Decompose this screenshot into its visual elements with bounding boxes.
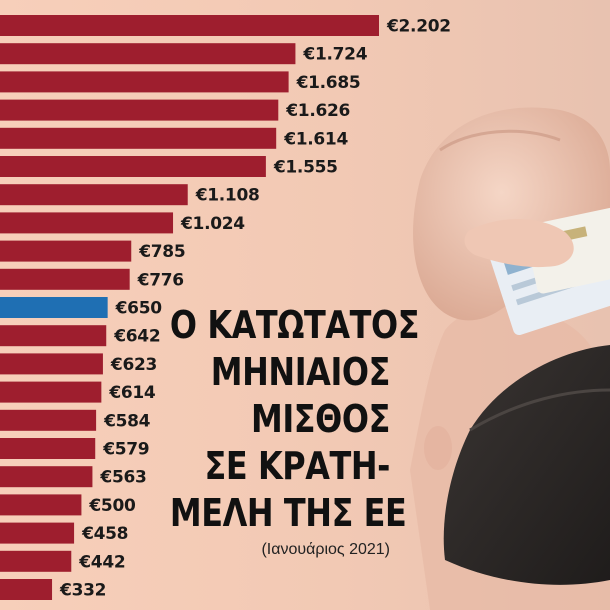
chart-title-line-2: ΜΗΝΙΑΙΟΣ bbox=[210, 350, 391, 394]
bar bbox=[0, 325, 107, 347]
bar-value-label: €458 bbox=[81, 524, 128, 544]
bar-value-label: €785 bbox=[138, 242, 185, 262]
bar-value-label: €642 bbox=[113, 327, 160, 347]
bar bbox=[0, 466, 93, 488]
bar bbox=[0, 409, 97, 431]
bar-value-label: €1.724 bbox=[302, 45, 367, 65]
bar-value-label: €332 bbox=[59, 581, 106, 601]
bar-value-label: €1.685 bbox=[296, 73, 361, 93]
bar-value-label: €1.626 bbox=[285, 101, 350, 121]
bar-value-label: €650 bbox=[115, 299, 163, 319]
chart-title-line-5: ΜΕΛΗ ΤΗΣ ΕΕ bbox=[169, 491, 407, 535]
bar bbox=[0, 522, 75, 544]
bars-group bbox=[0, 15, 379, 600]
bar bbox=[0, 71, 289, 93]
bar bbox=[0, 353, 103, 375]
bar bbox=[0, 156, 266, 177]
bar bbox=[0, 494, 82, 516]
chart-title-block: Ο ΚΑΤΩΤΑΤΟΣ ΜΗΝΙΑΙΟΣ ΜΙΣΘΟΣ ΣΕ ΚΡΑΤΗ- ΜΕ… bbox=[128, 302, 420, 559]
chart-title-line-4: ΣΕ ΚΡΑΤΗ- bbox=[204, 444, 390, 488]
chart-title-line-1: Ο ΚΑΤΩΤΑΤΟΣ bbox=[169, 303, 420, 347]
chart-subtitle: (Ιανουάριος 2021) bbox=[261, 541, 390, 558]
bar-value-label: €614 bbox=[108, 383, 156, 403]
bar-value-label: €1.108 bbox=[195, 186, 260, 206]
bar bbox=[0, 99, 279, 121]
bar-value-label: €776 bbox=[137, 270, 184, 290]
bar-value-label: €1.555 bbox=[273, 158, 338, 178]
chart-title-line-3: ΜΙΣΘΟΣ bbox=[250, 397, 390, 441]
bar bbox=[0, 550, 72, 572]
bar bbox=[0, 268, 130, 290]
bar-value-label: €623 bbox=[110, 355, 157, 375]
bar-value-label: €1.024 bbox=[180, 214, 245, 234]
bar-value-label: €2.202 bbox=[386, 17, 451, 37]
bar-value-label: €584 bbox=[103, 411, 151, 431]
bar bbox=[0, 240, 132, 262]
bar bbox=[0, 381, 102, 403]
bar bbox=[0, 212, 174, 234]
bar bbox=[0, 579, 53, 600]
bar bbox=[0, 438, 96, 459]
bar bbox=[0, 184, 188, 206]
bar bbox=[0, 127, 277, 149]
bar-value-label: €1.614 bbox=[283, 129, 348, 149]
bar-value-label: €579 bbox=[102, 440, 149, 460]
bar bbox=[0, 15, 379, 36]
bar-highlighted bbox=[0, 297, 108, 318]
bar-value-label: €500 bbox=[88, 496, 136, 516]
bar-value-label: €442 bbox=[78, 552, 125, 572]
bar-value-label: €563 bbox=[99, 468, 146, 488]
bar bbox=[0, 43, 296, 65]
value-labels-group: €2.202 €1.724 €1.685 €1.626 €1.614 €1.555 €1.1… bbox=[59, 17, 451, 601]
